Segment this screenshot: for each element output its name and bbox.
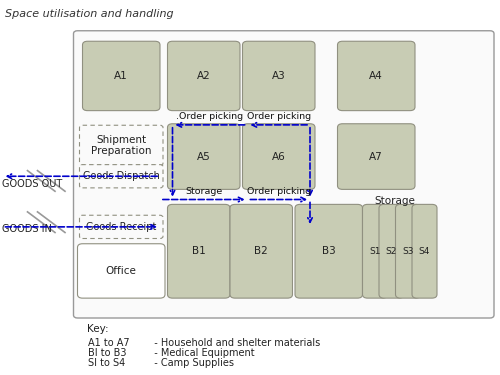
FancyBboxPatch shape (168, 124, 240, 189)
FancyBboxPatch shape (362, 204, 388, 298)
Text: - Medical Equipment: - Medical Equipment (148, 348, 254, 358)
FancyBboxPatch shape (242, 124, 315, 189)
Text: Order picking: Order picking (246, 187, 311, 196)
Text: Order picking: Order picking (246, 112, 311, 121)
Text: S1: S1 (369, 247, 381, 256)
Text: Goods Receipt: Goods Receipt (86, 222, 156, 232)
Text: Space utilisation and handling: Space utilisation and handling (5, 9, 173, 20)
Text: - Household and shelter materials: - Household and shelter materials (148, 338, 320, 348)
Text: B3: B3 (322, 246, 336, 256)
Text: A3: A3 (272, 71, 285, 81)
Text: A1: A1 (114, 71, 128, 81)
FancyBboxPatch shape (78, 244, 165, 298)
FancyBboxPatch shape (412, 204, 437, 298)
FancyBboxPatch shape (80, 125, 163, 165)
FancyBboxPatch shape (82, 41, 160, 111)
Text: Key:: Key: (88, 324, 109, 334)
FancyBboxPatch shape (338, 41, 415, 111)
Text: S4: S4 (419, 247, 430, 256)
Text: A4: A4 (370, 71, 383, 81)
Text: Shipment
Preparation: Shipment Preparation (91, 135, 152, 156)
Text: A1 to A7: A1 to A7 (88, 338, 129, 348)
Text: Goods Dispatch: Goods Dispatch (83, 171, 160, 181)
FancyBboxPatch shape (338, 124, 415, 189)
Text: A5: A5 (197, 152, 210, 162)
FancyBboxPatch shape (168, 204, 230, 298)
Text: B1: B1 (192, 246, 205, 256)
Text: - Camp Supplies: - Camp Supplies (148, 358, 234, 369)
Text: S2: S2 (386, 247, 397, 256)
Text: GOODS OUT: GOODS OUT (2, 179, 63, 189)
Text: Storage: Storage (374, 196, 416, 206)
Text: GOODS IN: GOODS IN (2, 224, 52, 234)
Text: .Order picking: .Order picking (176, 112, 244, 121)
FancyBboxPatch shape (80, 165, 163, 188)
Text: Office: Office (106, 266, 136, 276)
FancyBboxPatch shape (396, 204, 420, 298)
Text: BI to B3: BI to B3 (88, 348, 126, 358)
Text: A7: A7 (370, 152, 383, 162)
FancyBboxPatch shape (168, 41, 240, 111)
FancyBboxPatch shape (230, 204, 292, 298)
Text: A6: A6 (272, 152, 285, 162)
Text: S3: S3 (402, 247, 414, 256)
FancyBboxPatch shape (74, 31, 494, 318)
Text: A2: A2 (197, 71, 210, 81)
FancyBboxPatch shape (80, 215, 163, 238)
Text: SI to S4: SI to S4 (88, 358, 125, 369)
FancyBboxPatch shape (295, 204, 362, 298)
FancyBboxPatch shape (242, 41, 315, 111)
FancyBboxPatch shape (379, 204, 404, 298)
Text: Storage: Storage (185, 187, 222, 196)
Text: B2: B2 (254, 246, 268, 256)
